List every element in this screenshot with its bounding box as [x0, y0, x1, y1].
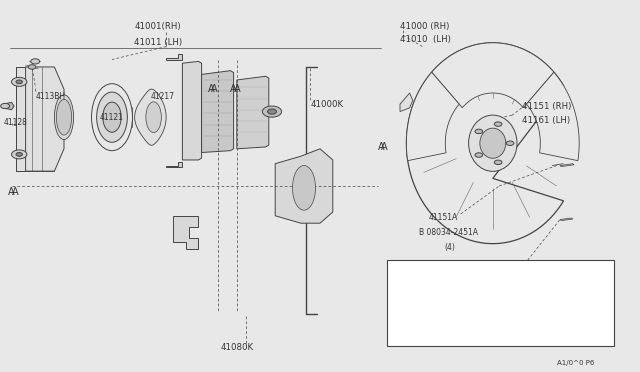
Text: 41010  (LH): 41010 (LH)	[400, 35, 451, 44]
Polygon shape	[560, 164, 574, 167]
Bar	[387, 260, 614, 346]
Polygon shape	[166, 54, 182, 60]
Circle shape	[1, 103, 10, 109]
Text: B 08034-2451A: B 08034-2451A	[419, 228, 478, 237]
Text: A: A	[12, 187, 18, 196]
Circle shape	[16, 153, 22, 156]
Polygon shape	[275, 149, 333, 223]
Ellipse shape	[292, 166, 316, 210]
Text: A: A	[234, 84, 240, 94]
Text: A: A	[230, 84, 237, 94]
Circle shape	[268, 109, 276, 114]
Polygon shape	[406, 43, 564, 244]
Text: A: A	[378, 142, 384, 152]
Ellipse shape	[480, 128, 506, 158]
Polygon shape	[202, 71, 234, 153]
Text: W 08915-2421A: W 08915-2421A	[490, 267, 551, 276]
Circle shape	[475, 153, 483, 157]
Circle shape	[262, 106, 282, 117]
Ellipse shape	[468, 115, 517, 171]
Circle shape	[28, 65, 36, 69]
Text: 41001(RH): 41001(RH)	[134, 22, 181, 31]
Circle shape	[31, 59, 40, 64]
Text: 41217: 41217	[150, 92, 174, 101]
Circle shape	[12, 150, 27, 159]
Polygon shape	[560, 218, 573, 221]
Polygon shape	[26, 67, 64, 171]
Circle shape	[494, 122, 502, 126]
Text: 41151A: 41151A	[429, 213, 458, 222]
Text: A1/0^0 P6: A1/0^0 P6	[557, 360, 594, 366]
Text: 41000 (RH): 41000 (RH)	[400, 22, 449, 31]
Text: 41151 (RH): 41151 (RH)	[522, 102, 571, 110]
Ellipse shape	[92, 84, 132, 151]
Text: INCLUDES A: INCLUDES A	[392, 304, 435, 310]
Ellipse shape	[54, 95, 74, 140]
Circle shape	[506, 141, 514, 145]
Ellipse shape	[146, 102, 161, 132]
Text: 41011 (LH): 41011 (LH)	[134, 38, 182, 47]
Text: (4): (4)	[515, 282, 526, 291]
Text: NOTE:: NOTE:	[394, 269, 421, 278]
Polygon shape	[173, 216, 198, 249]
Polygon shape	[166, 162, 182, 167]
Polygon shape	[527, 72, 579, 161]
Text: 41080K: 41080K	[221, 343, 254, 352]
Polygon shape	[432, 43, 554, 108]
Circle shape	[16, 80, 22, 84]
Ellipse shape	[103, 102, 121, 132]
Ellipse shape	[56, 99, 72, 135]
Circle shape	[494, 160, 502, 164]
Text: A: A	[8, 187, 15, 196]
Text: A: A	[208, 84, 214, 94]
Text: 41000K: 41000K	[310, 100, 344, 109]
Polygon shape	[237, 76, 269, 149]
Polygon shape	[16, 160, 54, 171]
Text: (4): (4)	[445, 243, 456, 252]
Circle shape	[12, 77, 27, 86]
Polygon shape	[16, 67, 54, 78]
Text: PART CODE 41000L SEAL KIT-DISC BRAKE: PART CODE 41000L SEAL KIT-DISC BRAKE	[392, 287, 541, 293]
Text: 41121: 41121	[99, 113, 123, 122]
Polygon shape	[3, 102, 14, 110]
Polygon shape	[16, 67, 26, 171]
Text: 4113BH: 4113BH	[35, 92, 65, 101]
Bar	[10, 15, 381, 357]
Polygon shape	[134, 89, 166, 145]
Text: A: A	[211, 84, 218, 94]
Polygon shape	[400, 93, 413, 112]
Polygon shape	[406, 72, 459, 161]
Text: A: A	[381, 142, 387, 152]
Circle shape	[475, 129, 483, 134]
Text: 41128: 41128	[3, 118, 27, 127]
Polygon shape	[182, 61, 202, 160]
Ellipse shape	[97, 92, 127, 142]
Text: 41161 (LH): 41161 (LH)	[522, 116, 570, 125]
